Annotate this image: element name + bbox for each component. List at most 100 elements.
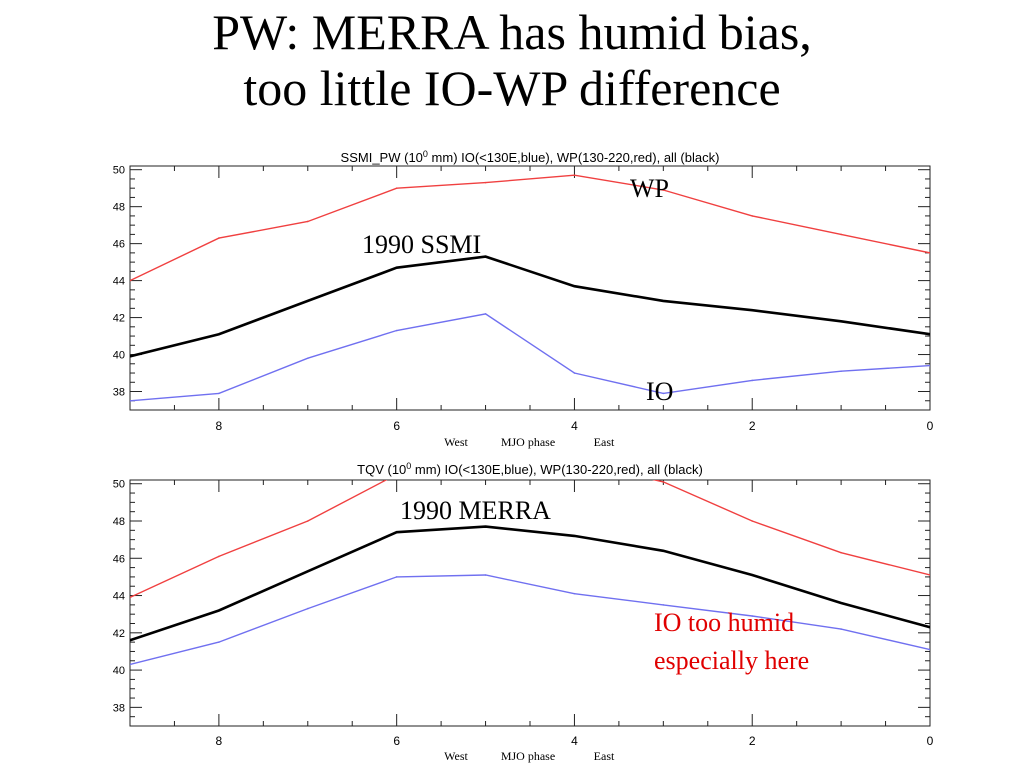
plot-frame xyxy=(129,165,931,411)
data-point-wp xyxy=(573,174,576,177)
x-axis-label-west: West xyxy=(444,435,468,449)
data-point-wp xyxy=(306,520,309,522)
series-group xyxy=(130,174,930,402)
data-point-all xyxy=(484,255,487,258)
x-tick-label: 4 xyxy=(571,419,578,433)
x-axis-label: MJO phase xyxy=(501,749,555,763)
data-point-io xyxy=(929,648,930,651)
slide-title-line1: PW: MERRA has humid bias, xyxy=(212,4,812,60)
y-tick-label: 42 xyxy=(113,313,125,325)
data-point-io xyxy=(484,574,487,576)
chart-2: TQV (100 mm) IO(<130E,blue), WP(130-220,… xyxy=(113,461,934,763)
wp-annotation: WP xyxy=(630,174,669,203)
io-too-humid-line2: especially here xyxy=(654,646,810,675)
data-point-wp xyxy=(751,215,754,217)
x-axis-label: MJO phase xyxy=(501,435,555,449)
io-too-humid-annotation: IO too humid especially here xyxy=(654,604,884,680)
data-point-all xyxy=(306,570,309,573)
data-point-io xyxy=(218,641,220,643)
data-point-wp xyxy=(130,279,131,282)
x-axis-label-east: East xyxy=(594,749,615,763)
data-point-wp xyxy=(218,237,220,239)
data-point-all xyxy=(751,574,754,576)
data-point-io xyxy=(840,370,842,372)
io-too-humid-line1: IO too humid xyxy=(654,608,795,637)
data-point-all xyxy=(130,355,131,358)
chart-title-suffix: mm) IO(<130E,blue), WP(130-220,red), all… xyxy=(411,462,703,477)
data-point-io xyxy=(840,628,842,630)
data-point-all xyxy=(395,266,398,269)
x-tick-label: 2 xyxy=(749,419,756,433)
chart-title-suffix: mm) IO(<130E,blue), WP(130-220,red), all… xyxy=(428,150,720,165)
data-point-io xyxy=(306,357,309,360)
data-point-all xyxy=(929,626,930,629)
y-tick-label: 38 xyxy=(113,702,125,714)
data-point-all xyxy=(751,309,754,311)
data-point-io xyxy=(395,576,398,578)
data-point-all xyxy=(573,285,576,287)
data-point-io xyxy=(130,663,131,666)
data-point-wp xyxy=(662,481,665,483)
data-point-wp xyxy=(751,520,754,522)
data-point-io xyxy=(573,372,576,374)
data-point-io xyxy=(306,607,309,610)
x-axis-label-west: West xyxy=(444,749,468,763)
y-tick-label: 48 xyxy=(113,516,125,528)
ssmi-annotation: 1990 SSMI xyxy=(362,230,482,259)
data-point-wp xyxy=(840,551,842,554)
data-point-wp xyxy=(218,555,220,558)
data-point-all xyxy=(395,531,398,533)
chart-title-sup: 0 xyxy=(406,461,411,471)
series-line-io xyxy=(130,313,930,402)
series-line-all xyxy=(130,525,930,642)
chart-title-prefix: SSMI_PW (10 xyxy=(341,150,423,165)
data-point-all xyxy=(840,320,842,323)
data-point-wp xyxy=(929,574,930,576)
series-line-wp xyxy=(130,480,930,599)
chart-title: TQV (100 mm) IO(<130E,blue), WP(130-220,… xyxy=(357,461,703,477)
data-point-wp xyxy=(484,181,487,184)
data-point-io xyxy=(218,392,220,395)
y-tick-label: 40 xyxy=(113,350,125,362)
data-point-wp xyxy=(130,596,131,599)
x-axis-label-east: East xyxy=(594,435,615,449)
y-tick-label: 40 xyxy=(113,665,125,677)
io-annotation: IO xyxy=(646,377,674,406)
y-tick-label: 38 xyxy=(113,387,125,399)
chart-title: SSMI_PW (100 mm) IO(<130E,blue), WP(130-… xyxy=(341,149,720,165)
data-point-io xyxy=(484,313,487,315)
x-tick-label: 8 xyxy=(216,734,223,748)
merra-annotation: 1990 MERRA xyxy=(400,496,551,525)
data-point-all xyxy=(573,535,576,537)
slide-title: PW: MERRA has humid bias, too little IO-… xyxy=(0,4,1024,116)
data-point-all xyxy=(662,550,665,552)
data-point-io xyxy=(662,392,665,395)
series-line-all xyxy=(130,255,930,358)
data-point-all xyxy=(130,639,131,642)
series-line-io xyxy=(130,574,930,666)
chart-1: SSMI_PW (10 0 mm) IO(<130E,blue), WP(130-… xyxy=(113,149,934,449)
data-point-all xyxy=(929,333,930,336)
series-line-wp xyxy=(130,174,930,282)
series-group xyxy=(130,480,930,666)
data-point-io xyxy=(395,329,398,332)
data-point-io xyxy=(573,592,576,595)
y-tick-label: 50 xyxy=(113,165,125,177)
x-tick-label: 4 xyxy=(571,734,578,748)
x-tick-label: 8 xyxy=(216,419,223,433)
data-point-all xyxy=(662,300,665,302)
data-point-all xyxy=(218,333,220,336)
data-point-all xyxy=(484,525,487,528)
x-tick-label: 0 xyxy=(927,734,934,748)
data-point-all xyxy=(840,602,842,604)
x-tick-label: 0 xyxy=(927,419,934,433)
data-point-wp xyxy=(306,220,309,223)
chart-title-prefix: TQV (10 xyxy=(357,462,406,477)
y-tick-label: 42 xyxy=(113,628,125,640)
y-tick-label: 44 xyxy=(113,276,125,288)
y-tick-label: 46 xyxy=(113,553,125,565)
data-point-io xyxy=(751,615,754,617)
data-point-io xyxy=(751,379,754,382)
data-point-io xyxy=(662,604,665,606)
y-tick-label: 46 xyxy=(113,239,125,251)
